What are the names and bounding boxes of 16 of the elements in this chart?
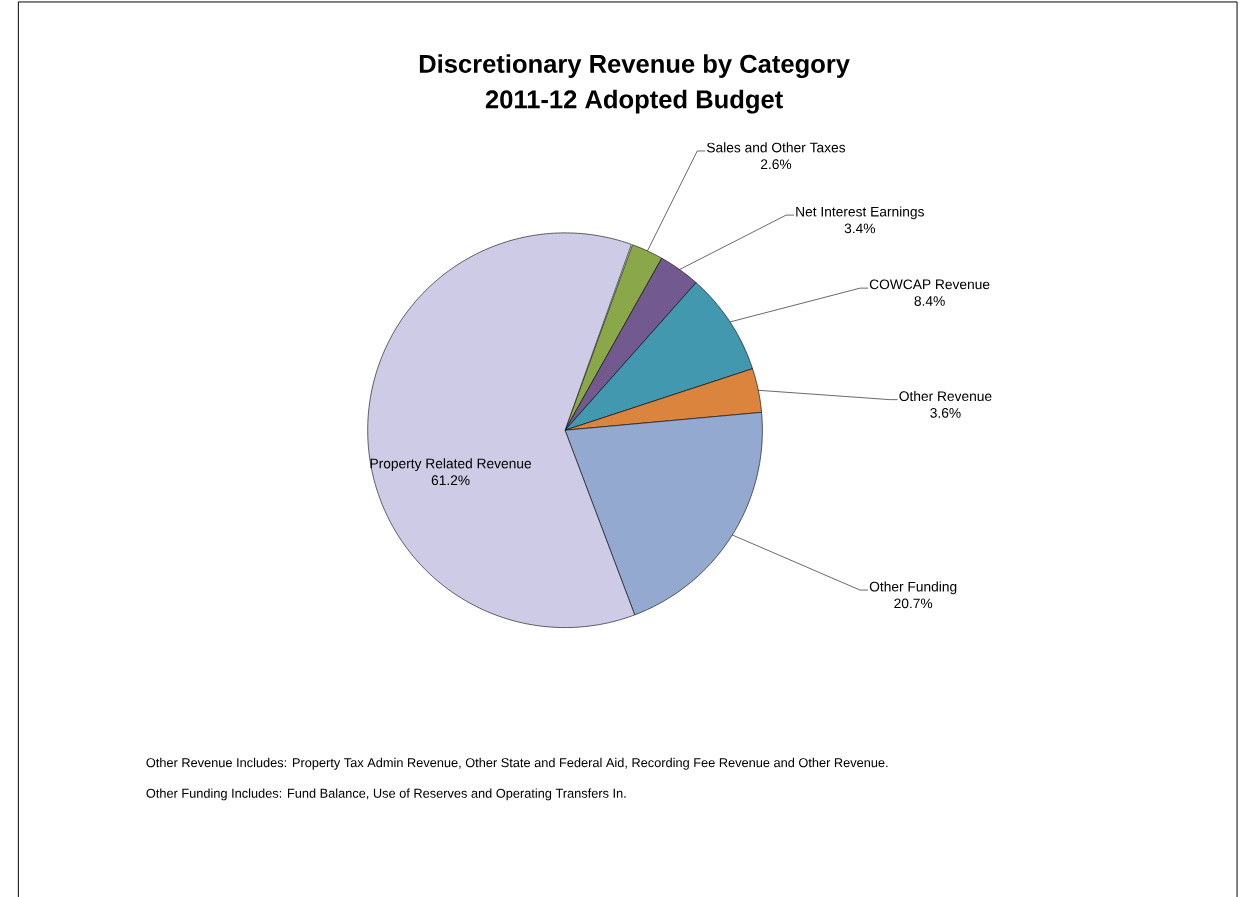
data-label: 3.6%	[930, 408, 961, 418]
slice-label: Other Funding	[869, 581, 957, 595]
data-label: 3.4%	[844, 223, 875, 234]
data-label: 61.2%	[431, 475, 470, 486]
slice-label: COWCAP Revenue	[869, 279, 990, 290]
data-label: 8.4%	[914, 296, 945, 306]
slice-label: Sales and Other Taxes	[706, 142, 846, 153]
slice-label: Property Related Revenue	[370, 458, 532, 472]
chart-title: Discretionary Revenue by Category	[419, 54, 850, 79]
slice-label: Other Revenue	[899, 390, 992, 402]
slice-label: Net Interest Earnings	[796, 206, 924, 220]
text: Other Revenue Includes: Property Tax Admin Revenue, Other State and Federal Aid, Recording Fee Revenue and Other Revenue.	[146, 757, 888, 770]
data-label: 20.7%	[894, 598, 933, 609]
text: Other Funding Includes: Fund Balance, Use of Reserves and Operating Transfers In.	[146, 788, 626, 801]
data-label: 2.6%	[760, 159, 792, 170]
chart-subtitle: 2011-12 Adopted Budget	[485, 89, 783, 114]
